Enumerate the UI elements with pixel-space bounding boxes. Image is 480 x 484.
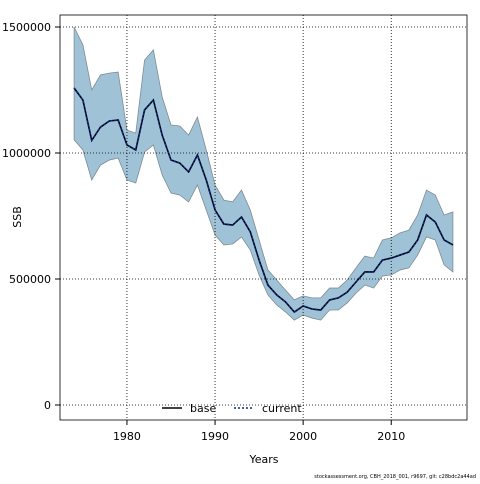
y-tick-label: 1500000 <box>2 21 51 34</box>
y-tick-label: 0 <box>44 399 51 412</box>
x-tick-label: 1980 <box>113 430 141 443</box>
x-tick-label: 2010 <box>377 430 405 443</box>
legend-label: current <box>262 402 302 415</box>
y-tick-label: 1000000 <box>2 147 51 160</box>
y-axis-label: SSB <box>11 206 24 228</box>
legend-label: base <box>190 402 216 415</box>
x-tick-label: 1990 <box>201 430 229 443</box>
plot-frame <box>59 14 468 421</box>
footer: stockassessment.org, CBH_2018_001, r9697… <box>314 474 476 480</box>
x-axis-label: Years <box>248 453 278 466</box>
confidence-band <box>73 26 454 321</box>
y-tick-label: 500000 <box>9 273 51 286</box>
x-tick-label: 2000 <box>289 430 317 443</box>
series-line <box>73 87 454 314</box>
